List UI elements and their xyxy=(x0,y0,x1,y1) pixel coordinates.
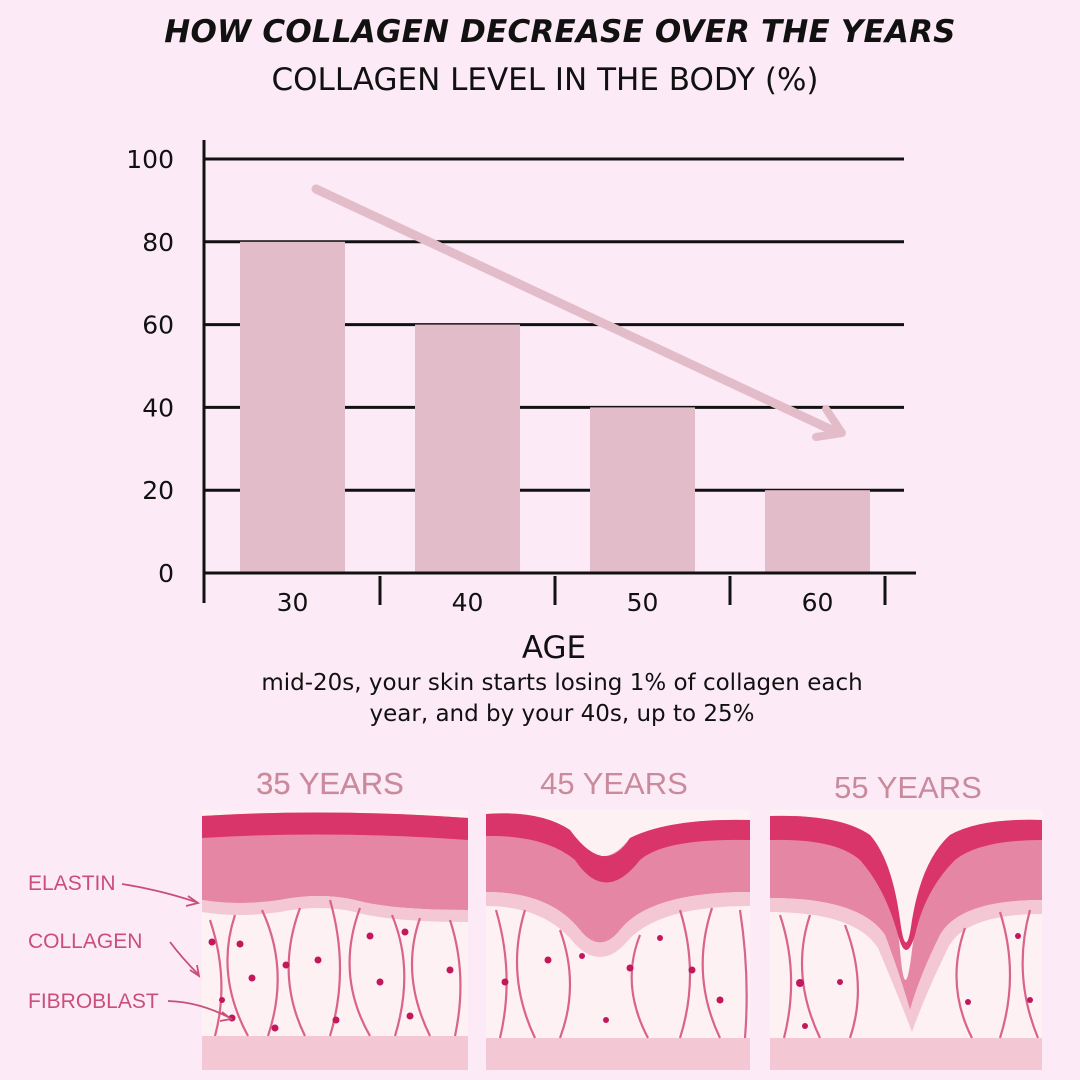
bar-50 xyxy=(590,407,695,573)
bar-30 xyxy=(240,241,345,574)
label-fibroblast: FIBROBLAST xyxy=(28,990,159,1013)
skin-panel-55-years xyxy=(770,810,1042,1070)
label-collagen: COLLAGEN xyxy=(28,930,142,953)
chart-title: HOW COLLAGEN DECREASE OVER THE YEARS xyxy=(164,14,956,50)
x-tick-label-60: 60 xyxy=(802,588,834,617)
x-tick-label-40: 40 xyxy=(452,588,484,617)
y-tick-label-40: 40 xyxy=(142,393,174,422)
y-tick-labels: 0 20 40 60 80 100 xyxy=(126,145,174,588)
y-tick-label-0: 0 xyxy=(158,559,174,588)
trend-arrow-shaft xyxy=(311,184,841,437)
y-tick-label-100: 100 xyxy=(126,145,174,174)
skin-panel-45-years xyxy=(486,810,750,1070)
bar-40 xyxy=(415,324,520,573)
chart-subtitle: COLLAGEN LEVEL IN THE BODY (%) xyxy=(271,62,819,98)
y-tick-label-20: 20 xyxy=(142,476,174,505)
axes xyxy=(202,140,916,605)
label-elastin: ELASTIN xyxy=(28,872,116,895)
panel-label-45-years: 45 YEARS xyxy=(540,766,688,801)
caption-line-1: mid-20s, your skin starts losing 1% of c… xyxy=(261,670,863,696)
trend-arrow-head xyxy=(812,405,846,441)
caption-line-2: year, and by your 40s, up to 25% xyxy=(369,701,755,727)
y-tick-label-80: 80 xyxy=(142,228,174,257)
caption: mid-20s, your skin starts losing 1% of c… xyxy=(212,668,912,730)
y-tick-label-60: 60 xyxy=(142,311,174,340)
diagram-labels: ELASTIN COLLAGEN FIBROBLAST xyxy=(28,872,234,1022)
x-tick-label-50: 50 xyxy=(627,588,659,617)
bars xyxy=(240,241,870,574)
skin-panel-35-years xyxy=(202,810,468,1070)
x-tick-labels: 30 40 50 60 xyxy=(277,588,834,617)
x-tick-label-30: 30 xyxy=(277,588,309,617)
trend-arrow xyxy=(311,184,846,441)
panel-label-35-years: 35 YEARS xyxy=(256,766,404,801)
x-axis-label: AGE xyxy=(522,630,586,660)
bar-60 xyxy=(765,490,870,573)
panel-label-55-years: 55 YEARS xyxy=(834,770,982,805)
skin-aging-diagram: 35 YEARS 45 YEARS 55 YEARS xyxy=(28,766,1042,1070)
bar-chart: 0 20 40 60 80 100 30 40 50 60 AGE xyxy=(126,140,916,660)
